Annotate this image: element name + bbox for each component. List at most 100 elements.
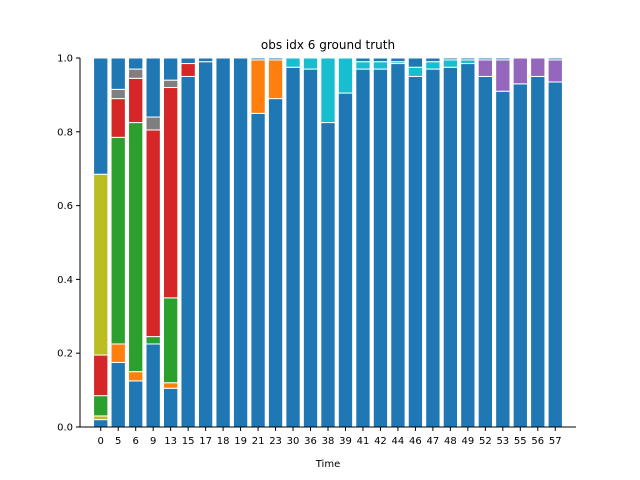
x-tick-label: 42 [374,436,387,447]
bar-segment-15-7 [180,63,196,77]
bar-segment-0-0 [93,419,109,428]
x-tick-label: 9 [150,436,156,447]
bar-segment-23-5 [267,59,284,100]
bar-segment-46-0 [407,75,424,428]
bar-segment-15-0 [180,75,196,428]
bar-segment-0-3 [93,354,109,397]
x-tick-label: 57 [549,436,562,447]
bar-segment-57-11 [547,57,563,61]
bar-segment-30-9 [285,57,301,68]
bar-segment-13-11 [163,57,179,81]
x-tick-label: 49 [461,436,474,447]
bar-segment-30-0 [285,66,301,428]
bar-segment-36-9 [302,57,319,70]
x-axis-title: Time [315,459,340,470]
bar-segment-5-11 [110,57,126,90]
bar-segment-42-9 [372,61,389,70]
bar-segment-23-0 [267,98,284,428]
x-tick-label: 53 [496,436,509,447]
bar-segment-0-2 [93,395,109,417]
y-ticks: 0.0 0.2 0.4 0.6 0.8 1.0 [57,54,80,434]
bar-segment-46-9 [407,66,424,77]
bar-segment-49-0 [460,63,476,428]
bar-segment-41-0 [355,68,371,428]
bar-segment-0-4 [93,173,109,356]
bar-segment-5-0 [110,361,126,428]
bar-segment-42-11 [372,57,389,63]
bar-segment-13-0 [163,387,179,428]
bar-segment-56-0 [530,75,546,428]
x-tick-label: 17 [199,436,212,447]
x-tick-label: 52 [479,436,492,447]
bar-segment-6-6 [128,122,144,373]
bar-segment-9-7 [145,129,161,338]
x-tick-label: 13 [164,436,177,447]
x-tick-label: 23 [269,436,282,447]
bar-segment-9-6 [145,336,161,345]
bar-segment-5-8 [110,88,126,100]
x-tick-label: 6 [133,436,139,447]
y-tick-label: 0.2 [57,349,73,360]
bar-segment-53-11 [495,57,511,61]
bar-segment-46-11 [407,57,424,68]
bar-segment-47-11 [425,57,441,63]
y-tick-label: 1.0 [57,54,73,65]
x-tick-label: 44 [392,436,405,447]
bar-segment-5-5 [110,343,126,363]
bar-segment-21-5 [250,59,266,114]
x-tick-label: 15 [182,436,195,447]
bar-segment-17-11 [197,57,214,63]
bar-segment-38-9 [320,57,336,124]
bar-segment-5-6 [110,136,126,345]
bar-segment-52-11 [477,57,494,61]
x-tick-label: 56 [531,436,544,447]
bar-segment-47-9 [425,61,441,70]
bar-segment-49-9 [460,59,476,65]
bar-segment-52-10 [477,59,494,77]
bar-segment-17-0 [197,61,214,428]
chart-title: obs idx 6 ground truth [261,38,395,52]
bar-segment-21-0 [250,112,266,428]
bar-segment-13-6 [163,297,179,384]
y-tick-label: 0.0 [57,423,73,434]
bar-segment-38-0 [320,122,336,428]
bar-segment-13-7 [163,87,179,299]
bar-segment-49-11 [460,57,476,61]
bar-segment-57-0 [547,81,563,428]
y-tick-label: 0.6 [57,201,73,212]
bar-segment-55-0 [512,83,528,428]
bar-segment-19-0 [232,57,249,428]
bar-segment-6-11 [128,57,144,70]
bar-segment-47-0 [425,68,441,428]
bar-segment-6-8 [128,68,144,79]
bar-segment-23-11 [267,57,284,61]
bar-segment-41-11 [355,57,371,63]
bar-segment-13-8 [163,79,179,89]
x-tick-label: 47 [427,436,440,447]
bar-segment-9-8 [145,116,161,131]
bar-segment-55-10 [512,57,528,85]
bar-segment-48-0 [442,66,459,428]
x-tick-label: 38 [322,436,335,447]
x-tick-label: 39 [339,436,352,447]
bar-segment-15-11 [180,57,196,65]
bar-segment-36-0 [302,68,319,428]
x-tick-label: 21 [252,436,265,447]
bar-segment-52-0 [477,75,494,428]
x-tick-label: 36 [304,436,317,447]
bar-segment-18-0 [215,57,231,428]
x-tick-label: 18 [217,436,230,447]
bar-segment-48-11 [442,57,459,61]
x-tick-label: 19 [234,436,247,447]
x-tick-label: 30 [287,436,300,447]
x-tick-label: 48 [444,436,457,447]
bar-segment-0-11 [93,57,109,175]
bar-segment-48-9 [442,59,459,68]
bar-segment-53-10 [495,59,511,92]
x-tick-label: 0 [98,436,104,447]
bar-segment-41-9 [355,61,371,70]
bar-segment-42-0 [372,68,389,428]
bars-layer [93,57,563,428]
